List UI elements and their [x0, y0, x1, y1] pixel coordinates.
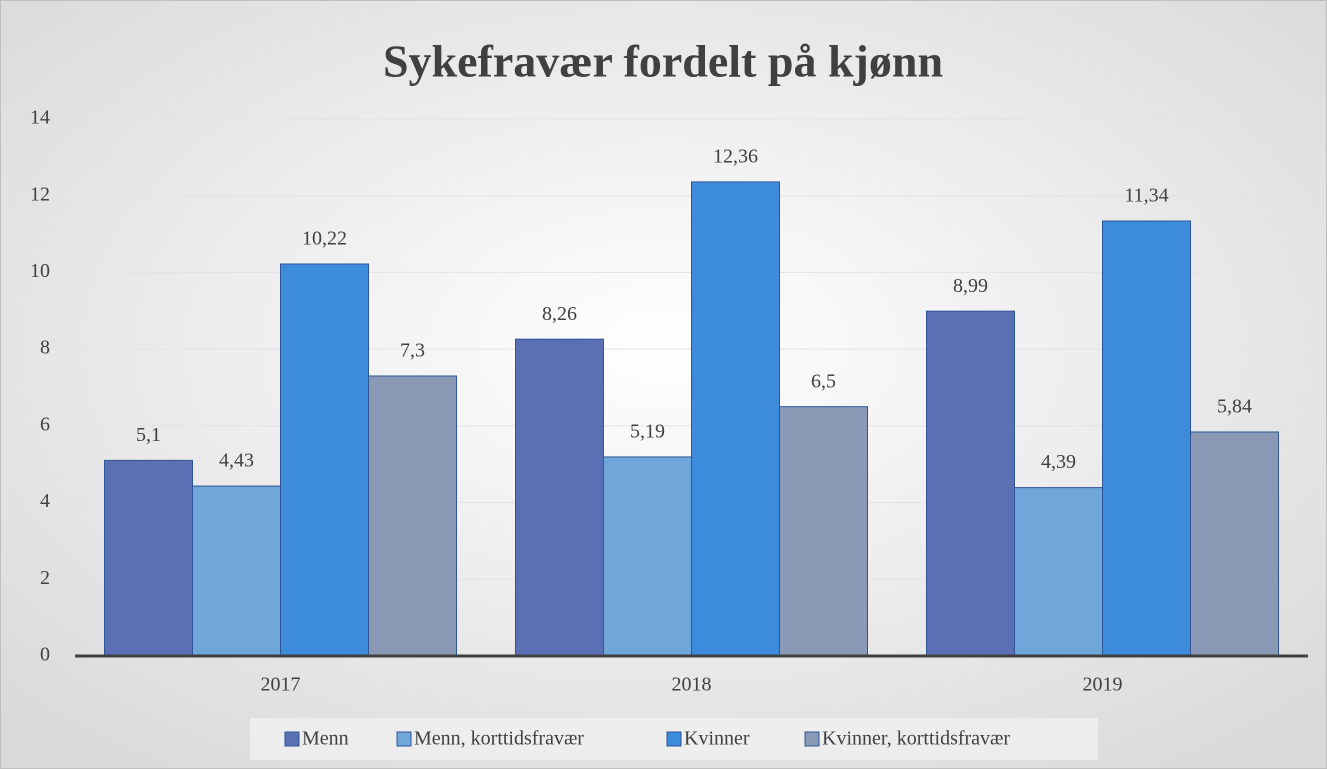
data-label: 12,36 — [713, 145, 758, 167]
y-tick-label: 14 — [30, 107, 50, 129]
data-label: 8,26 — [542, 303, 577, 325]
y-tick-label: 12 — [30, 183, 50, 205]
bar — [603, 456, 692, 657]
legend-swatch — [804, 731, 820, 747]
bar — [368, 375, 457, 657]
bar — [1190, 431, 1279, 657]
y-tick-label: 6 — [40, 413, 50, 435]
bar — [515, 338, 604, 657]
legend-swatch — [396, 731, 412, 747]
y-tick-label: 10 — [30, 260, 50, 282]
y-tick-label: 8 — [40, 337, 50, 359]
data-label: 11,34 — [1124, 185, 1168, 207]
y-tick-label: 0 — [40, 644, 50, 666]
data-label: 4,39 — [1041, 451, 1076, 473]
legend-swatch — [666, 731, 682, 747]
bar — [779, 406, 868, 657]
legend-label: Kvinner, korttidsfravær — [822, 728, 1010, 750]
legend-swatch — [284, 731, 300, 747]
data-label: 5,1 — [136, 424, 161, 446]
data-label: 5,19 — [630, 421, 665, 443]
bar — [691, 181, 780, 657]
chart-title: Sykefravær fordelt på kjønn — [383, 36, 943, 87]
bar — [926, 310, 1015, 657]
legend-label: Kvinner — [684, 728, 750, 750]
bar — [104, 459, 193, 657]
bar — [280, 263, 369, 657]
bar — [1014, 487, 1103, 657]
legend-label: Menn, korttidsfravær — [414, 728, 584, 750]
bar — [1102, 220, 1191, 657]
legend-label: Menn — [302, 728, 349, 750]
data-label: 4,43 — [219, 450, 254, 472]
x-tick-label: 2019 — [1083, 674, 1123, 696]
data-label: 6,5 — [811, 370, 836, 392]
x-tick-label: 2017 — [261, 674, 301, 696]
data-label: 7,3 — [400, 340, 425, 362]
data-label: 8,99 — [953, 275, 988, 297]
bar — [192, 485, 281, 657]
data-label: 5,84 — [1217, 396, 1252, 418]
x-tick-label: 2018 — [672, 674, 712, 696]
y-tick-label: 2 — [40, 567, 50, 589]
y-tick-label: 4 — [40, 490, 50, 512]
data-label: 10,22 — [302, 228, 347, 250]
